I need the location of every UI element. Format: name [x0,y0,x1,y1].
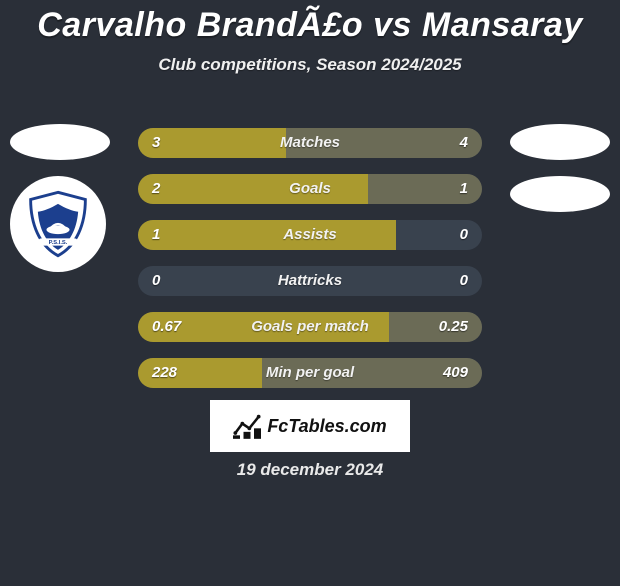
stat-row: 34Matches [138,128,482,158]
stat-label: Min per goal [138,358,482,388]
stat-label: Matches [138,128,482,158]
stat-row: 10Assists [138,220,482,250]
stat-row: 21Goals [138,174,482,204]
chart-icon [233,412,261,440]
stat-row: 228409Min per goal [138,358,482,388]
stat-row: 00Hattricks [138,266,482,296]
stat-label: Hattricks [138,266,482,296]
left-logos: P.S.I.S. [10,124,110,272]
page-subtitle: Club competitions, Season 2024/2025 [0,55,620,75]
comparison-chart: 34Matches 21Goals 10Assists 00Hattricks 0.67… [138,128,482,404]
brand-label: FcTables.com [267,416,386,437]
player2-face-ellipse-2 [510,176,610,212]
svg-text:P.S.I.S.: P.S.I.S. [49,240,68,246]
brand-box: FcTables.com [210,400,410,452]
stat-label: Goals [138,174,482,204]
page-title: Carvalho BrandÃ£o vs Mansaray [0,6,620,45]
player2-face-ellipse-1 [510,124,610,160]
shield-icon: P.S.I.S. [22,188,94,260]
player1-club-logo: P.S.I.S. [10,176,106,272]
stat-label: Assists [138,220,482,250]
player1-face-ellipse [10,124,110,160]
stat-row: 0.670.25Goals per match [138,312,482,342]
stat-label: Goals per match [138,312,482,342]
footer-date: 19 december 2024 [0,460,620,480]
right-logos [510,124,610,228]
